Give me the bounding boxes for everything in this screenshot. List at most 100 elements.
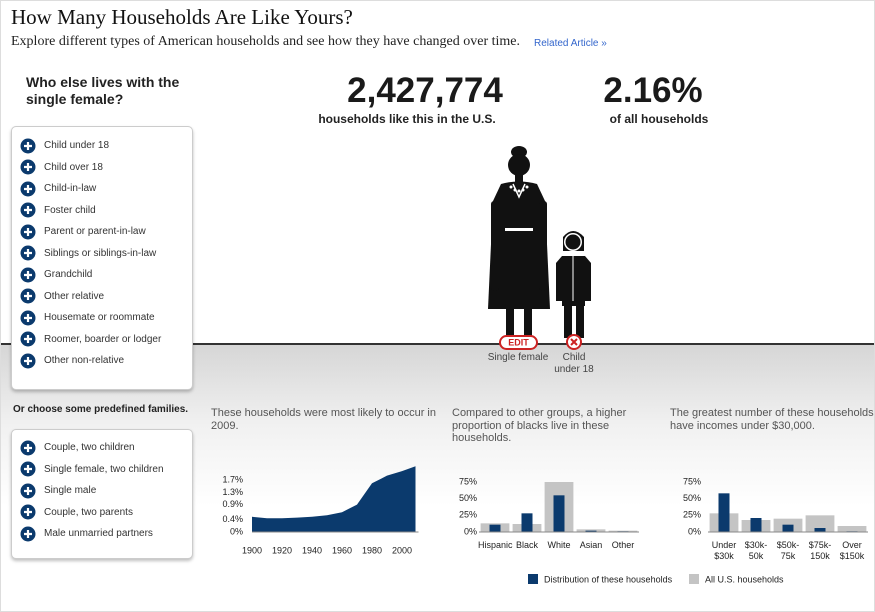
plus-icon[interactable] <box>20 353 36 369</box>
bar <box>521 513 533 532</box>
option[interactable]: Foster child <box>12 200 192 222</box>
option[interactable]: Child under 18 <box>12 135 192 157</box>
edit-button[interactable] <box>499 335 538 350</box>
y-tick-label: 1.7% <box>222 475 243 485</box>
option[interactable]: Child over 18 <box>12 157 192 179</box>
stat-value: 2.16% <box>603 71 703 110</box>
option-label[interactable]: Couple, two parents <box>44 506 133 518</box>
option[interactable]: Couple, two parents <box>12 502 192 524</box>
x-tick-label: 1900 <box>242 545 262 555</box>
plus-icon[interactable] <box>20 245 36 261</box>
bar <box>805 515 835 532</box>
related-link[interactable]: Related Article » <box>534 38 607 49</box>
bar <box>814 528 826 532</box>
option-label[interactable]: Child-in-law <box>44 183 97 195</box>
bar <box>576 529 606 532</box>
stat-label: of all households <box>609 112 709 126</box>
legend-swatch <box>528 574 538 584</box>
option-label[interactable]: Male unmarried partners <box>44 528 153 540</box>
y-tick-label: 50% <box>459 493 477 503</box>
option-label[interactable]: Housemate or roommate <box>44 312 155 324</box>
x-tick-label: White <box>547 540 571 550</box>
x-tick-label: Under $30k <box>711 540 737 561</box>
y-tick-label: 75% <box>459 476 477 486</box>
chart-title: These households were most likely to occ… <box>211 407 436 432</box>
plus-icon[interactable] <box>20 461 36 477</box>
x-tick-label: 1980 <box>362 545 382 555</box>
y-tick-label: 0.9% <box>222 499 243 509</box>
option-label[interactable]: Grandchild <box>44 269 93 281</box>
option[interactable]: Single female, two children <box>12 459 192 481</box>
options-panel: Child under 18 Child over 18 Child-in-law F… <box>11 126 193 390</box>
plus-icon[interactable] <box>20 440 36 456</box>
option-label[interactable]: Child over 18 <box>44 161 103 173</box>
plus-icon[interactable] <box>20 331 36 347</box>
plus-icon[interactable] <box>20 159 36 175</box>
plus-icon[interactable] <box>20 202 36 218</box>
option-label[interactable]: Other non-relative <box>44 355 125 367</box>
option-label[interactable]: Couple, two children <box>44 442 135 454</box>
option-label[interactable]: Foster child <box>44 204 96 216</box>
option[interactable]: Roomer, boarder or lodger <box>12 329 192 351</box>
option-label[interactable]: Other relative <box>44 290 105 302</box>
y-tick-label: 75% <box>683 476 701 486</box>
edit-label[interactable]: EDIT <box>508 337 529 347</box>
predefined-panel: Couple, two children Single female, two c… <box>11 429 193 559</box>
y-tick-label: 25% <box>459 510 477 520</box>
option[interactable]: Housemate or roommate <box>12 307 192 329</box>
plus-icon[interactable] <box>20 483 36 499</box>
legend-swatch <box>689 574 699 584</box>
x-tick-label: 2000 <box>392 545 412 555</box>
option-label[interactable]: Roomer, boarder or lodger <box>44 333 162 345</box>
y-tick-label: 1.3% <box>222 487 243 497</box>
x-tick-label: $30k- 50k <box>744 540 768 561</box>
figures: EDIT <box>488 146 591 350</box>
option[interactable]: Other non-relative <box>12 350 192 372</box>
x-tick-label: Other <box>611 540 635 550</box>
x-tick-label: Hispanic <box>478 540 513 550</box>
option[interactable]: Couple, two children <box>12 437 192 459</box>
y-tick-label: 0% <box>230 526 243 536</box>
bar <box>489 524 501 532</box>
x-tick-label: $50k- 75k <box>776 540 800 561</box>
option-label[interactable]: Single female, two children <box>44 463 164 475</box>
plus-icon[interactable] <box>20 504 36 520</box>
option[interactable]: Other relative <box>12 286 192 308</box>
y-tick-label: 25% <box>683 510 701 520</box>
member-label: Single female <box>487 352 549 363</box>
option[interactable]: Siblings or siblings-in-law <box>12 243 192 265</box>
bar <box>553 495 565 532</box>
plus-icon[interactable] <box>20 288 36 304</box>
chart-title: The greatest number of these households … <box>670 407 874 432</box>
chart-title: Compared to other groups, a higher propo… <box>452 407 627 444</box>
plus-icon[interactable] <box>20 138 36 154</box>
plus-icon[interactable] <box>20 526 36 542</box>
plus-icon[interactable] <box>20 310 36 326</box>
plus-icon[interactable] <box>20 181 36 197</box>
plus-icon[interactable] <box>20 267 36 283</box>
x-tick-label: Over $150k <box>839 540 865 561</box>
option[interactable]: Grandchild <box>12 264 192 286</box>
option-label[interactable]: Single male <box>44 485 97 497</box>
bar <box>782 524 794 532</box>
option[interactable]: Single male <box>12 480 192 502</box>
x-tick-label: 1920 <box>272 545 292 555</box>
option-label[interactable]: Siblings or siblings-in-law <box>44 247 157 259</box>
option-label[interactable]: Parent or parent-in-law <box>44 226 146 238</box>
option-label[interactable]: Child under 18 <box>44 140 110 152</box>
bar <box>750 518 762 532</box>
option[interactable]: Parent or parent-in-law <box>12 221 192 243</box>
y-tick-label: 0.4% <box>222 514 243 524</box>
x-tick-label: Asian <box>579 540 603 550</box>
area <box>252 466 416 532</box>
bar <box>837 526 867 532</box>
member-label: Child under 18 <box>554 352 594 375</box>
bar <box>585 530 597 532</box>
y-tick-label: 50% <box>683 493 701 503</box>
x-tick-label: $75k- 150k <box>808 540 832 561</box>
plus-icon[interactable] <box>20 224 36 240</box>
option[interactable]: Child-in-law <box>12 178 192 200</box>
x-tick-label: Black <box>515 540 538 550</box>
option[interactable]: Male unmarried partners <box>12 523 192 545</box>
